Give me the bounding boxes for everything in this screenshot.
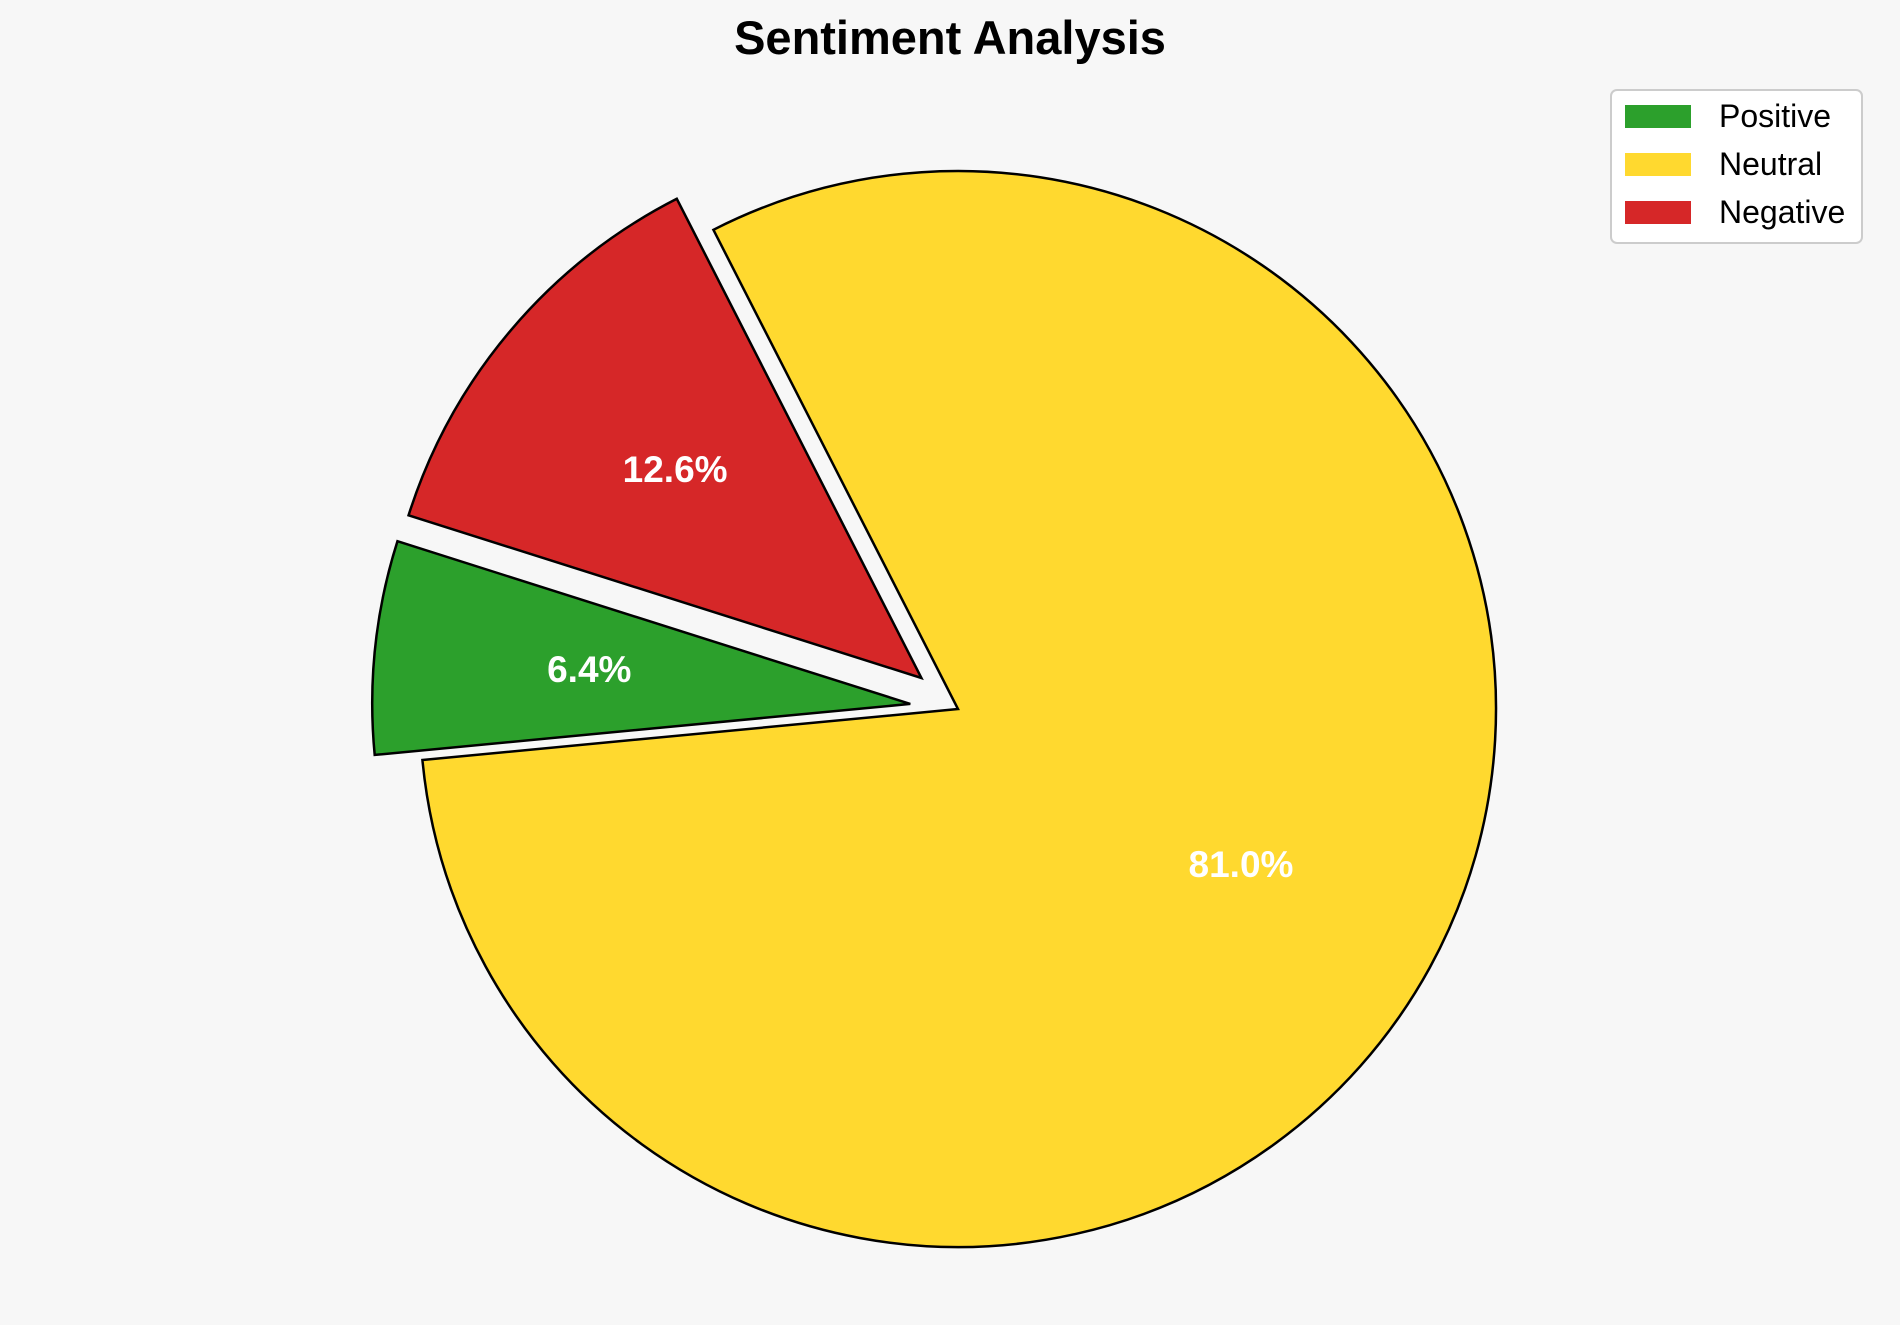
legend-label-positive: Positive <box>1719 98 1831 134</box>
pie-slices <box>371 169 1498 1249</box>
pie-slice-neutral <box>421 169 1498 1249</box>
legend-swatch-negative <box>1625 201 1691 224</box>
legend-entries: Positive Neutral Negative <box>1625 98 1845 230</box>
slice-label-positive: 6.4% <box>547 649 631 690</box>
slice-label-negative: 12.6% <box>623 449 728 490</box>
legend-label-negative: Negative <box>1719 194 1845 230</box>
slice-label-neutral: 81.0% <box>1189 844 1294 885</box>
legend-swatch-positive <box>1625 105 1691 128</box>
pie-slice-labels: 6.4% 81.0% 12.6% <box>547 449 1293 885</box>
pie-slice-positive <box>371 539 911 757</box>
chart-title: Sentiment Analysis <box>734 11 1166 64</box>
legend-swatch-neutral <box>1625 153 1691 176</box>
legend-label-neutral: Neutral <box>1719 146 1822 182</box>
pie-slice-negative <box>406 197 924 681</box>
legend: Positive Neutral Negative <box>1610 89 1863 244</box>
